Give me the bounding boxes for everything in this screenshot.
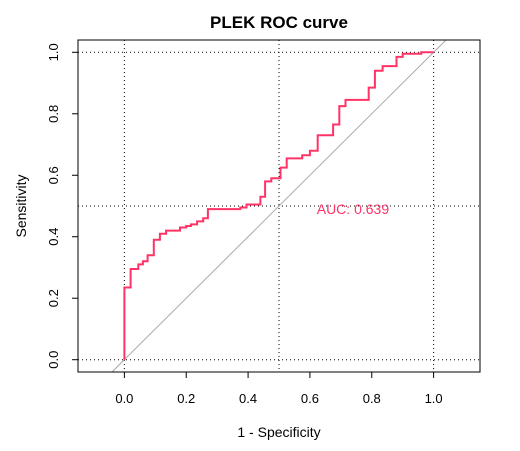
x-tick-label-4: 0.8	[363, 391, 381, 406]
y-tick-label-1: 0.2	[46, 289, 61, 307]
diagonal-reference-line	[111, 39, 447, 373]
diagonal-layer	[111, 39, 447, 373]
y-tick-label-0: 0.0	[46, 351, 61, 369]
y-axis: 0.0 0.2 0.4 0.6 0.8 1.0	[46, 43, 78, 369]
x-tick-label-5: 1.0	[425, 391, 443, 406]
chart-title: PLEK ROC curve	[210, 13, 348, 32]
x-axis-label: 1 - Specificity	[237, 424, 320, 440]
series-layer	[123, 51, 434, 360]
plot-frame	[77, 39, 481, 373]
y-axis-label: Sensitivity	[13, 174, 29, 237]
x-tick-label-0: 0.0	[115, 391, 133, 406]
y-tick-label-4: 0.8	[46, 105, 61, 123]
x-axis: 0.0 0.2 0.4 0.6 0.8 1.0	[115, 372, 443, 406]
y-tick-label-5: 1.0	[46, 43, 61, 61]
y-tick-label-3: 0.6	[46, 166, 61, 184]
x-tick-label-3: 0.6	[301, 391, 319, 406]
roc-curve-line-0	[123, 51, 434, 360]
y-tick-label-2: 0.4	[46, 228, 61, 246]
x-tick-label-1: 0.2	[177, 391, 195, 406]
x-tick-label-2: 0.4	[239, 391, 257, 406]
auc-annotation: AUC: 0.639	[317, 201, 390, 217]
